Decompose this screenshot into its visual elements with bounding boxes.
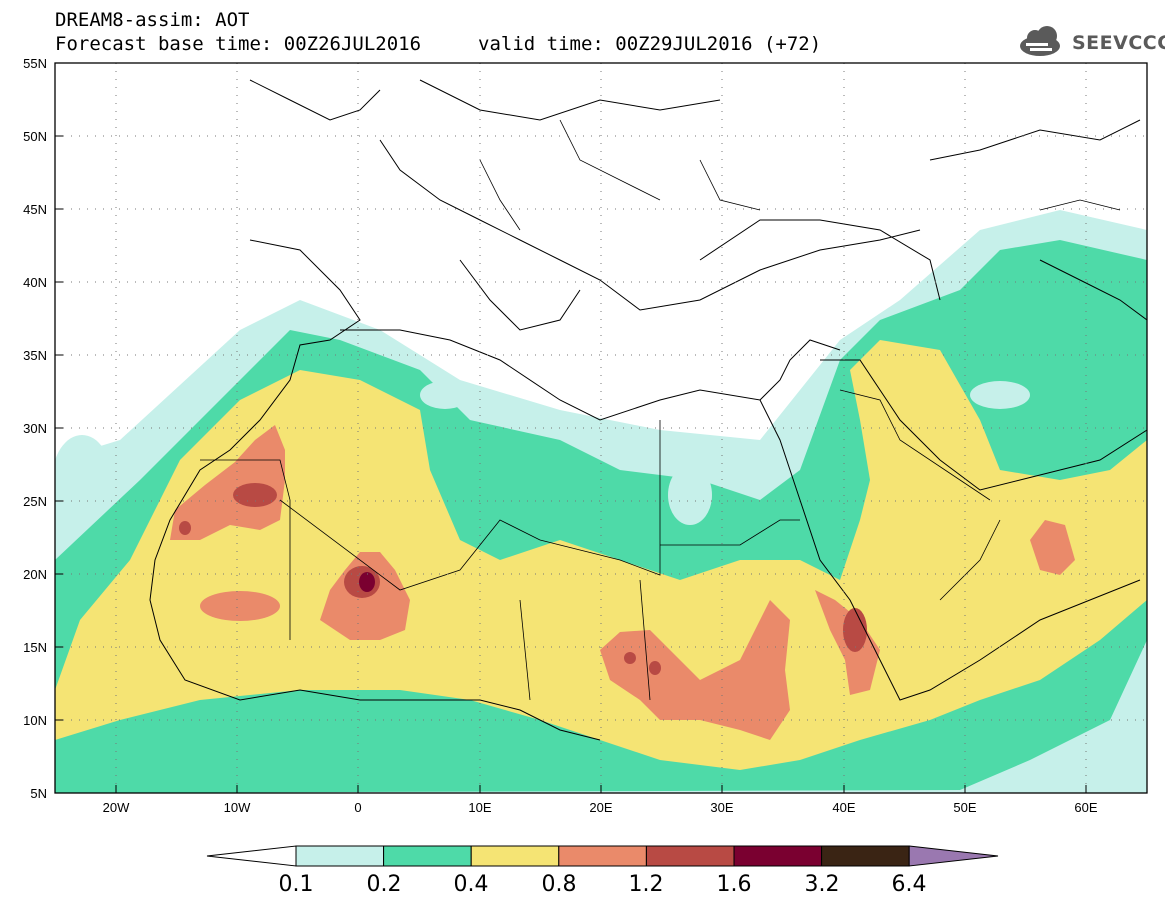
colorbar xyxy=(206,845,999,867)
valid-time: valid time: 00Z29JUL2016 (+72) xyxy=(478,33,822,55)
lon-label: 40E xyxy=(832,800,855,815)
cloud-icon xyxy=(1020,26,1060,56)
logo-text: SEEVCCC xyxy=(1072,32,1165,54)
lon-label: 10W xyxy=(224,800,251,815)
lat-label: 40N xyxy=(23,275,47,290)
colorbar-segment xyxy=(558,845,647,867)
lon-label: 10E xyxy=(468,800,491,815)
lat-label: 55N xyxy=(23,56,47,71)
colorbar-segment xyxy=(383,845,472,867)
colorbar-label: 0.4 xyxy=(453,872,489,897)
colorbar-label: 1.6 xyxy=(716,872,752,897)
colorbar-label: 0.2 xyxy=(366,872,402,897)
colorbar-label: 1.2 xyxy=(628,872,664,897)
colorbar-label: 0.1 xyxy=(278,872,314,897)
lat-label: 45N xyxy=(23,202,47,217)
colorbar-label: 3.2 xyxy=(804,872,840,897)
lat-label: 25N xyxy=(23,494,47,509)
lon-label: 30E xyxy=(710,800,733,815)
lat-label: 20N xyxy=(23,567,47,582)
lat-label: 5N xyxy=(30,786,47,801)
lat-label: 15N xyxy=(23,640,47,655)
lat-label: 30N xyxy=(23,421,47,436)
gridlines xyxy=(55,63,1147,793)
lat-label: 10N xyxy=(23,713,47,728)
forecast-base-time: Forecast base time: 00Z26JUL2016 xyxy=(55,33,422,55)
lon-label: 20W xyxy=(103,800,130,815)
colorbar-segment xyxy=(470,845,560,867)
colorbar-segment xyxy=(295,845,385,867)
colorbar-segment xyxy=(821,845,910,867)
lon-label: 60E xyxy=(1074,800,1097,815)
lon-label: 0 xyxy=(354,800,361,815)
colorbar-segment xyxy=(733,845,823,867)
colorbar-segment xyxy=(645,845,735,867)
lon-label: 50E xyxy=(953,800,976,815)
lat-label: 35N xyxy=(23,348,47,363)
colorbar-over-triangle xyxy=(908,845,999,867)
borders xyxy=(200,119,1121,701)
colorbar-label: 0.8 xyxy=(541,872,577,897)
lon-label: 20E xyxy=(589,800,612,815)
tick-marks xyxy=(55,135,1087,793)
coastlines xyxy=(149,79,1147,741)
lat-label: 50N xyxy=(23,129,47,144)
map-title: DREAM8-assim: AOT xyxy=(55,9,250,31)
colorbar-label: 6.4 xyxy=(891,872,927,897)
colorbar-under-triangle xyxy=(206,845,297,867)
